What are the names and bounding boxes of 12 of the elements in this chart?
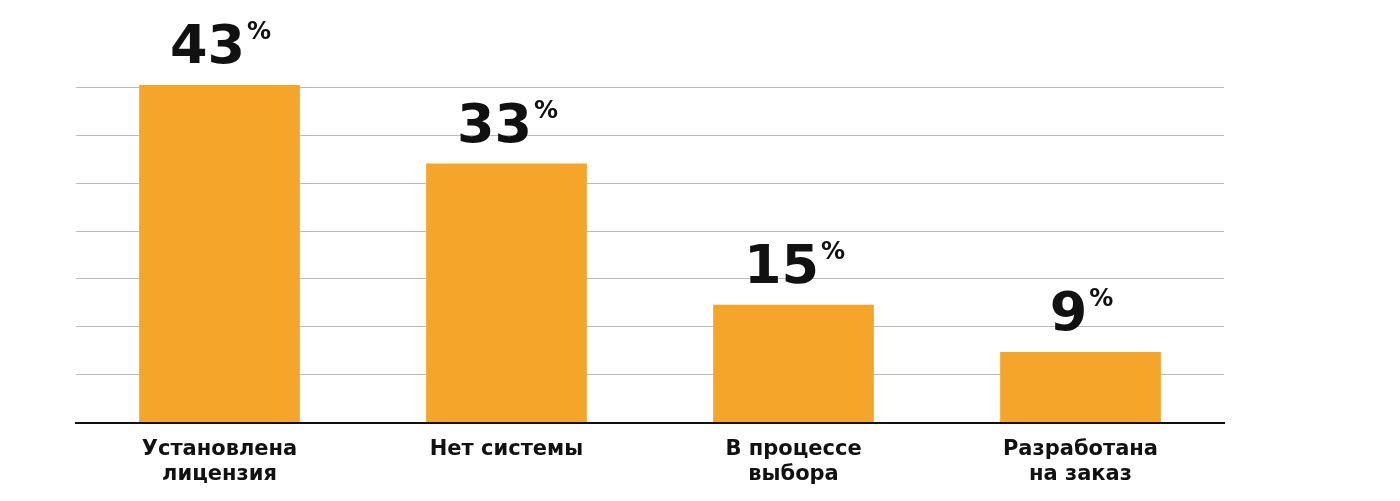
data-label: 33% [456,91,559,155]
x-tick-label: В процессе выбора [725,435,862,485]
data-label: 15% [743,232,846,296]
x-tick-label: Разработана на заказ [1002,435,1159,485]
bar [1000,351,1161,423]
data-label: 9% [1049,279,1114,343]
bar [713,304,874,423]
bar [426,163,587,423]
data-label: 43% [169,13,272,76]
bar [139,85,300,423]
x-tick-label: Нет системы [429,435,584,460]
x-tick-label: Установлена лицензия [141,435,298,485]
